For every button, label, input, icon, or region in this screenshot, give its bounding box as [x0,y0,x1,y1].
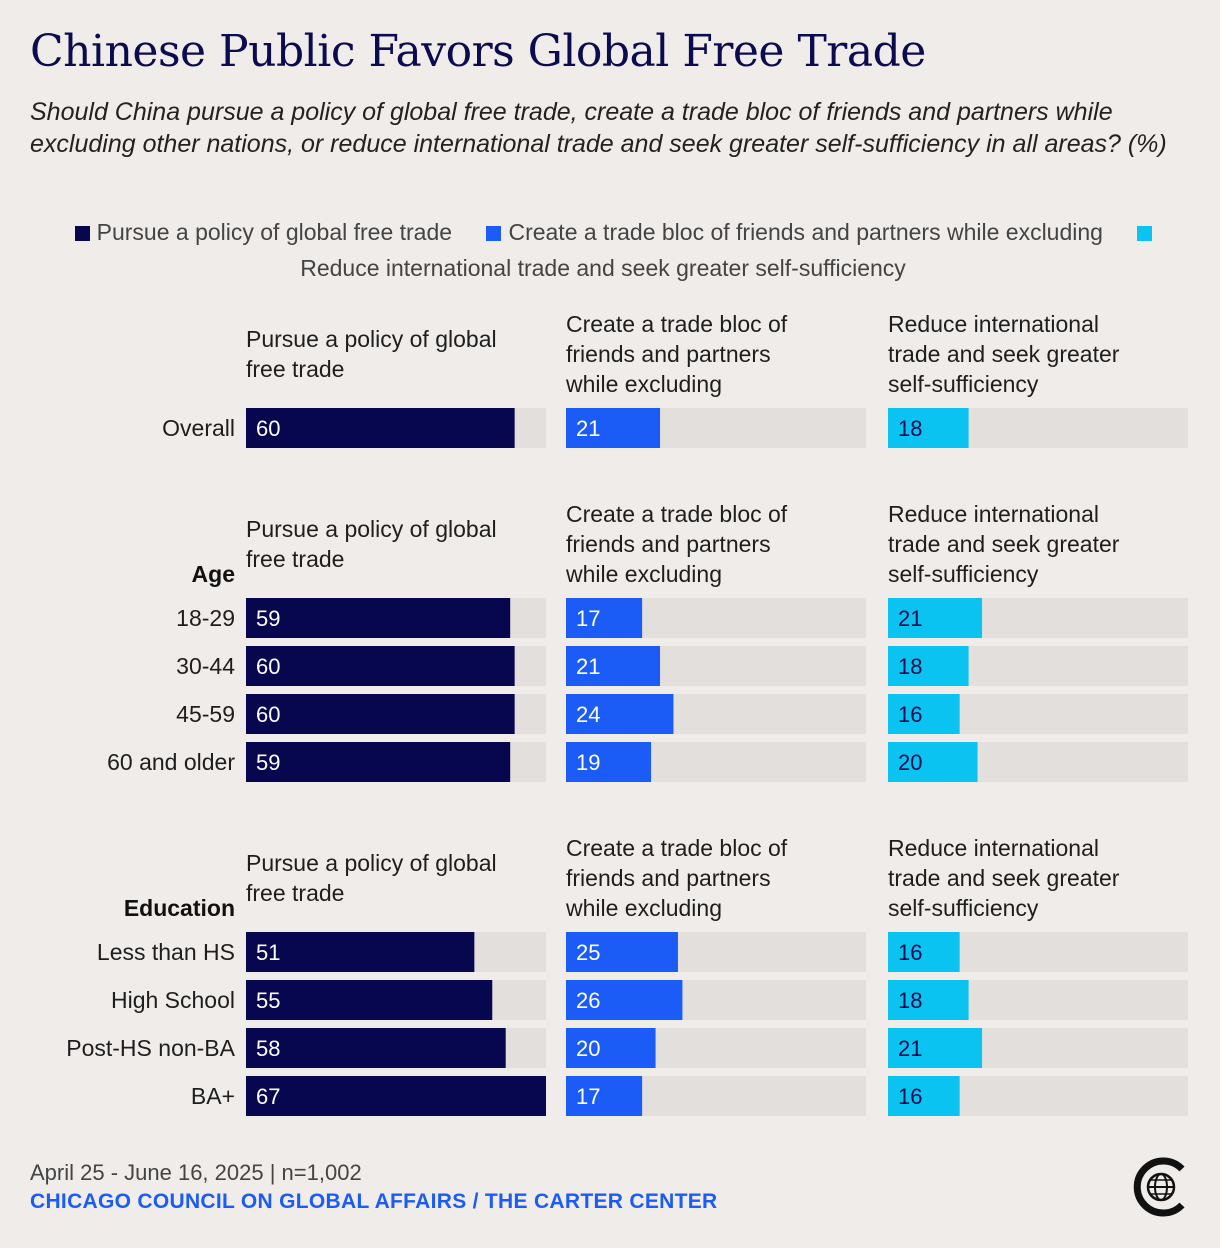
footer-date: April 25 - June 16, 2025 | n=1,002 [30,1160,362,1185]
bar-18-29-1 [246,598,511,638]
legend-label-free-trade: Pursue a policy of global free trade [96,219,453,245]
bar-30-44-3 [888,646,969,686]
column-header-3-3: Reduce international trade and seek great… [888,835,1120,921]
bar-value-label-18-29-2: 17 [576,606,600,631]
bar-ba-2 [566,1076,643,1116]
legend-swatch-self-sufficiency [1137,226,1153,241]
column-header-2-2: Create a trade bloc of friends and partne… [565,501,788,587]
bar-ba-3 [888,1076,960,1116]
bar-value-label-overall-2: 21 [576,416,600,441]
bar-value-label-post-hs-non-ba-2: 20 [576,1036,600,1061]
column-header-2-3: Reduce international trade and seek great… [888,501,1120,587]
chart-title: Chinese Public Favors Global Free Trade [30,26,926,77]
bar-value-label-overall-3: 18 [898,416,922,441]
bar-value-label-45-59-2: 24 [576,702,600,727]
legend: Pursue a policy of global free trade Cre… [40,214,1180,286]
bar-high-school-1 [246,980,493,1020]
column-header-1-1: Pursue a policy of global free trade [246,326,497,382]
bar-45-59-1 [246,694,515,734]
bar-value-label-60-and-older-1: 59 [256,750,280,775]
bar-value-label-overall-1: 60 [256,416,280,441]
chart-subtitle: Should China pursue a policy of global f… [30,98,1167,158]
row-label-post-hs-non-ba: Post-HS non-BA [66,1035,235,1061]
row-label-less-than-hs: Less than HS [97,939,235,965]
column-header-1-2: Create a trade bloc of friends and partne… [565,311,788,397]
bar-high-school-2 [566,980,683,1020]
group-heading-age: Age [192,561,235,587]
bar-45-59-3 [888,694,960,734]
bar-post-hs-non-ba-2 [566,1028,656,1068]
bar-value-label-45-59-3: 16 [898,702,922,727]
bar-value-label-less-than-hs-2: 25 [576,940,600,965]
bar-overall-2 [566,408,661,448]
bar-overall-1 [246,408,515,448]
bar-value-label-high-school-2: 26 [576,988,600,1013]
row-label-45-59: 45-59 [176,701,235,727]
group-heading-education: Education [124,895,235,921]
bar-value-label-45-59-1: 60 [256,702,280,727]
bar-high-school-3 [888,980,969,1020]
column-header-2-1: Pursue a policy of global free trade [246,516,497,572]
bar-value-label-less-than-hs-3: 16 [898,940,922,965]
bar-overall-3 [888,408,969,448]
globe-c-logo-icon [1133,1157,1185,1217]
bar-post-hs-non-ba-1 [246,1028,506,1068]
bar-value-label-18-29-1: 59 [256,606,280,631]
bar-ba-1 [246,1076,546,1116]
column-header-3-2: Create a trade bloc of friends and partne… [565,835,788,921]
bar-30-44-2 [566,646,661,686]
legend-label-trade-bloc: Create a trade bloc of friends and partn… [508,219,1103,245]
bar-less-than-hs-2 [566,932,678,972]
bar-value-label-less-than-hs-1: 51 [256,940,280,965]
bar-18-29-2 [566,598,643,638]
bar-30-44-1 [246,646,515,686]
bar-18-29-3 [888,598,983,638]
bar-value-label-high-school-1: 55 [256,988,280,1013]
bar-value-label-ba-1: 67 [256,1084,280,1109]
legend-swatch-trade-bloc [486,226,502,241]
row-label-ba: BA+ [191,1083,235,1109]
bar-value-label-60-and-older-2: 19 [576,750,600,775]
bar-value-label-60-and-older-3: 20 [898,750,922,775]
row-label-high-school: High School [111,987,235,1013]
bar-value-label-ba-3: 16 [898,1084,922,1109]
bar-45-59-2 [566,694,674,734]
legend-label-self-sufficiency: Reduce international trade and seek grea… [300,255,906,281]
bar-value-label-post-hs-non-ba-1: 58 [256,1036,280,1061]
legend-entry-self-sufficiency: Reduce international trade and seek grea… [300,219,1159,281]
row-label-18-29: 18-29 [176,605,235,631]
legend-swatch-free-trade [74,226,90,241]
bar-60-and-older-1 [246,742,511,782]
bar-60-and-older-2 [566,742,652,782]
footer-source: CHICAGO COUNCIL ON GLOBAL AFFAIRS / THE … [30,1190,718,1213]
bar-60-and-older-3 [888,742,978,782]
bar-value-label-30-44-1: 60 [256,654,280,679]
row-label-60-and-older: 60 and older [107,749,235,775]
bar-value-label-30-44-3: 18 [898,654,922,679]
bar-value-label-post-hs-non-ba-3: 21 [898,1036,922,1061]
legend-entry-free-trade: Pursue a policy of global free trade [74,219,453,245]
bar-value-label-ba-2: 17 [576,1084,600,1109]
bar-value-label-30-44-2: 21 [576,654,600,679]
column-header-3-1: Pursue a policy of global free trade [246,850,497,906]
bar-value-label-18-29-3: 21 [898,606,922,631]
bar-less-than-hs-3 [888,932,960,972]
row-label-30-44: 30-44 [176,653,235,679]
row-label-overall: Overall [162,415,235,441]
legend-entry-trade-bloc: Create a trade bloc of friends and partn… [486,219,1103,245]
column-header-1-3: Reduce international trade and seek great… [888,311,1120,397]
bar-post-hs-non-ba-3 [888,1028,983,1068]
bar-value-label-high-school-3: 18 [898,988,922,1013]
bar-less-than-hs-1 [246,932,475,972]
